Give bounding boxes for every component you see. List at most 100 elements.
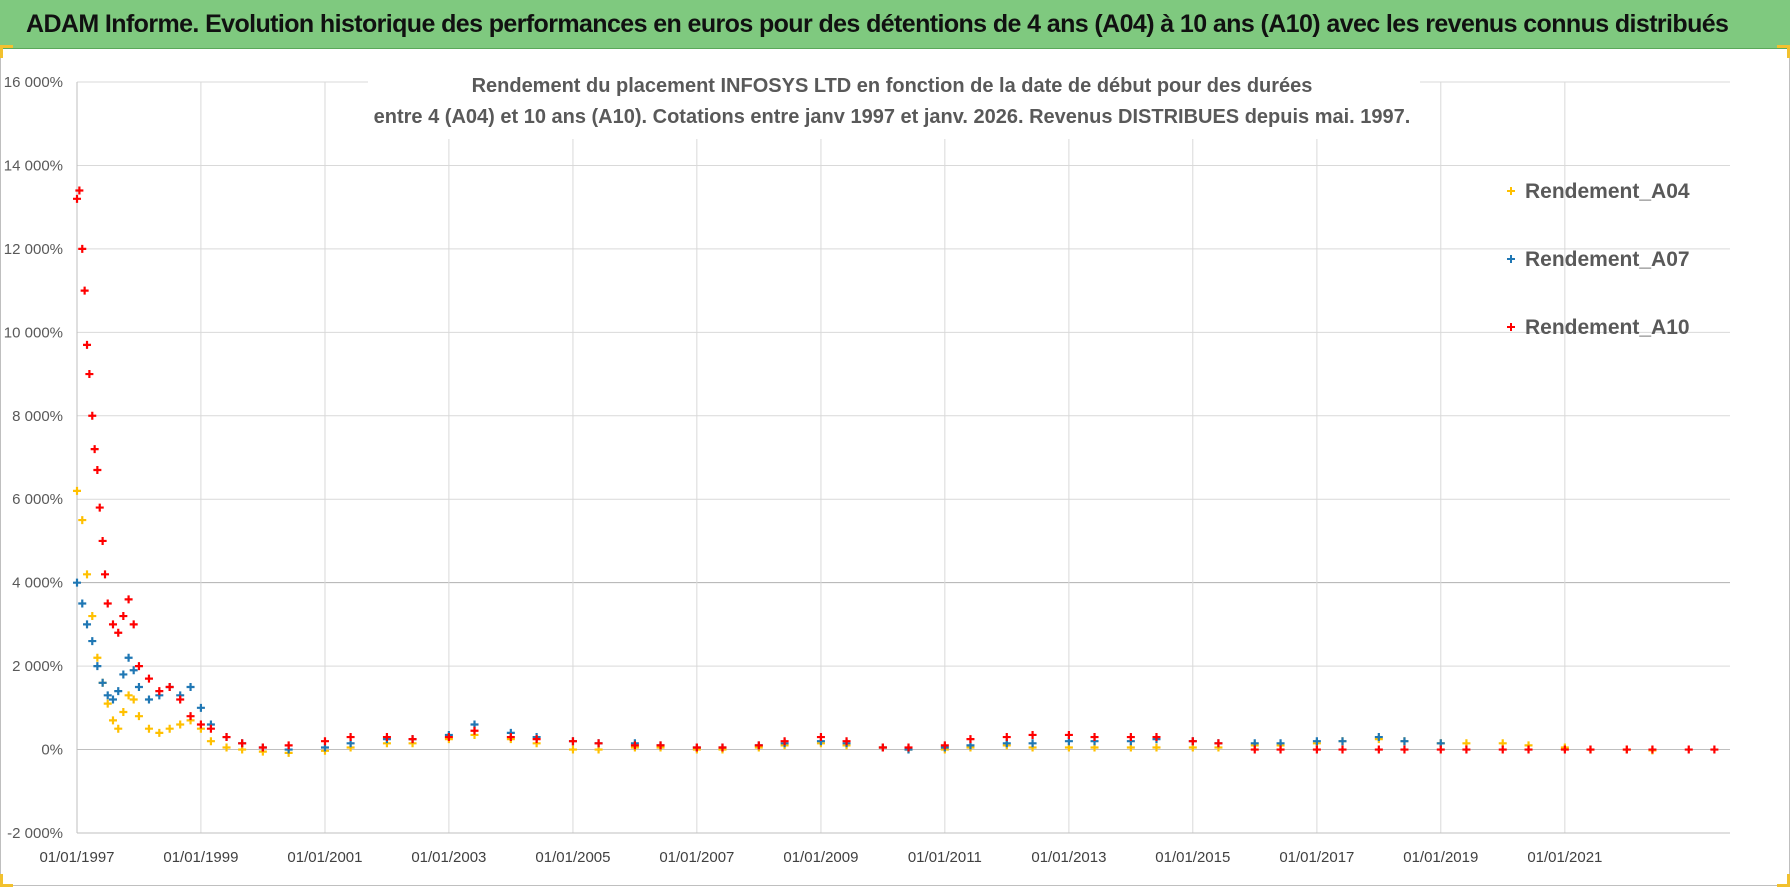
series-Rendement_A10 [73,186,1719,754]
data-point [83,620,92,629]
data-point [1622,745,1631,754]
data-point [114,628,123,637]
corner-marker [0,45,13,58]
data-point [878,743,887,752]
data-point [1152,743,1161,752]
data-point [1002,733,1011,742]
data-point [176,695,185,704]
data-point [144,674,153,683]
legend-marker [1507,187,1515,195]
corner-marker [1777,45,1790,58]
data-point [88,612,97,621]
data-point [346,733,355,742]
data-point [134,662,143,671]
x-tick-label: 01/01/2015 [1155,849,1230,866]
data-point [98,536,107,545]
data-point [95,503,104,512]
chart-gridlines [76,81,1730,834]
y-tick-label: 4 000% [12,575,63,592]
data-point [144,724,153,733]
x-axis-ticks: 01/01/1997 01/01/1999 01/01/2001 01/01/2003… [39,849,1602,866]
chart-title-line2: entre 4 (A04) et 10 ans (A10). Cotations… [374,106,1411,128]
data-point [1338,745,1347,754]
data-point [119,670,128,679]
data-point [186,682,195,691]
corner-marker [1777,874,1790,887]
data-point [78,244,87,253]
x-tick-label: 01/01/2007 [659,849,734,866]
y-tick-label: 6 000% [12,491,63,508]
data-point [73,194,81,203]
data-point [186,712,195,721]
data-point [103,599,112,608]
chart-area: -2 000% 0% 2 000% 4 000% 6 000% 8 000% 10 000%… [4,63,1730,866]
data-point [119,612,128,621]
chart-legend: Rendement_A04 Rendement_A07 Rendement_A10 [1507,180,1690,339]
legend-label: Rendement_A04 [1525,180,1690,203]
data-point [222,733,231,742]
data-point [656,741,665,750]
chart-title-line1: Rendement du placement INFOSYS LTD en fo… [472,75,1313,97]
data-point [165,682,174,691]
data-point [1250,745,1259,754]
data-point [1374,745,1383,754]
data-point [155,687,164,696]
data-point [75,186,84,195]
legend-marker [1507,255,1515,263]
data-point [816,733,825,742]
data-point [165,724,174,733]
data-point [1090,733,1099,742]
y-tick-label: 16 000% [4,74,63,91]
data-point [444,733,453,742]
data-point [124,691,133,700]
data-point [98,678,107,687]
x-tick-label: 01/01/2011 [908,849,982,866]
x-tick-label: 01/01/2017 [1279,849,1354,866]
report-banner: ADAM Informe. Evolution historique des p… [0,0,1790,49]
data-point [108,620,117,629]
x-tick-label: 01/01/2003 [411,849,486,866]
data-point [1400,745,1409,754]
series-Rendement_A04 [73,486,1657,757]
data-point [1400,737,1409,746]
y-tick-label: -2 000% [7,825,63,842]
data-point [1524,745,1533,754]
data-point [532,735,541,744]
data-point [83,570,92,579]
data-point [1710,745,1719,754]
data-point [1028,739,1037,748]
data-point [108,716,117,725]
data-point [129,620,138,629]
data-point [206,737,215,746]
data-point [940,741,949,750]
data-point [88,411,97,420]
y-tick-label: 12 000% [4,241,63,258]
data-point [780,737,789,746]
report-title: ADAM Informe. Evolution historique des p… [26,9,1729,38]
data-point [73,486,81,495]
legend-label: Rendement_A07 [1525,248,1690,271]
data-point [1126,733,1135,742]
data-point [124,653,133,662]
data-point [320,737,329,746]
title-background [368,63,1420,139]
data-point [238,739,247,748]
data-point [1498,745,1507,754]
data-point [196,720,205,729]
data-point [124,595,133,604]
data-point [119,708,128,717]
x-tick-label: 01/01/1999 [163,849,238,866]
data-point [842,737,851,746]
x-tick-label: 01/01/2009 [783,849,858,866]
x-tick-label: 01/01/2013 [1031,849,1106,866]
data-point [176,720,185,729]
data-point [594,739,603,748]
data-point [1684,745,1693,754]
x-tick-label: 01/01/1997 [39,849,114,866]
data-point [506,733,515,742]
y-axis-ticks: -2 000% 0% 2 000% 4 000% 6 000% 8 000% 10 000%… [4,74,63,842]
data-point [134,712,143,721]
data-point [1436,745,1445,754]
data-point [718,743,727,752]
legend-marker [1507,323,1515,331]
